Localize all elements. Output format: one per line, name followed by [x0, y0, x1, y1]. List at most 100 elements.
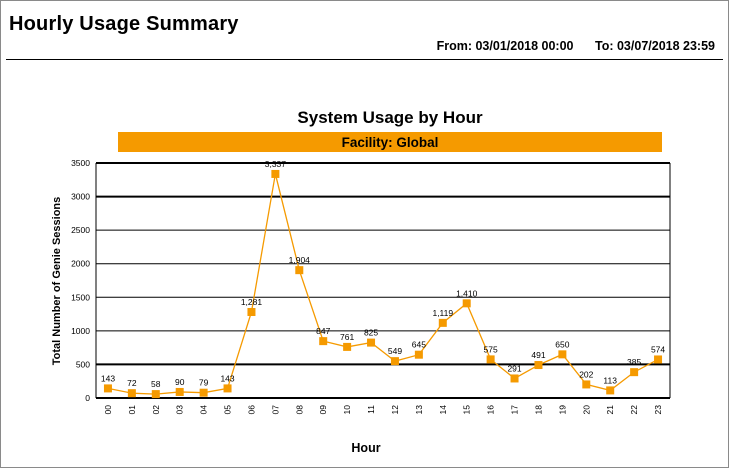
chart-title: System Usage by Hour [297, 108, 483, 127]
x-tick-label: 21 [605, 405, 615, 415]
grid-lines [95, 162, 671, 399]
x-tick-label: 13 [414, 405, 424, 415]
data-point [630, 368, 639, 377]
data-point [462, 299, 471, 308]
data-label: 1,119 [432, 308, 453, 318]
x-tick-label: 18 [533, 405, 543, 415]
x-tick-label: 11 [366, 405, 376, 414]
data-point [127, 389, 136, 398]
data-label: 90 [175, 377, 185, 387]
data-label: 575 [484, 344, 498, 354]
data-point [175, 387, 184, 396]
y-tick-label: 1000 [71, 326, 90, 336]
data-label: 79 [199, 378, 209, 388]
x-tick-label: 06 [246, 405, 256, 415]
date-range: From: 03/01/2018 00:00 To: 03/07/2018 23… [437, 39, 715, 53]
y-tick-label: 3500 [71, 158, 90, 168]
data-point [654, 355, 663, 364]
y-tick-label: 0 [85, 393, 90, 403]
x-tick-label: 20 [581, 405, 591, 415]
x-tick-label: 17 [510, 405, 520, 415]
data-label: 1,281 [241, 297, 263, 307]
data-label: 58 [151, 379, 161, 389]
data-point [271, 169, 280, 178]
data-label: 825 [364, 328, 378, 338]
x-tick-label: 01 [127, 405, 137, 415]
usage-line [107, 173, 659, 395]
data-point [295, 266, 304, 275]
x-tick-label: 05 [223, 405, 233, 415]
x-tick-label: 03 [175, 405, 185, 415]
y-tick-label: 2000 [71, 259, 90, 269]
data-label: 1,410 [456, 288, 478, 298]
series-markers [103, 169, 663, 399]
data-label: 385 [627, 357, 641, 367]
report-title: Hourly Usage Summary [9, 13, 239, 35]
data-point [319, 337, 328, 346]
data-label: 574 [651, 344, 665, 354]
x-tick-label: 15 [462, 405, 472, 415]
y-tick-label: 1500 [71, 292, 90, 302]
data-label: 72 [127, 378, 137, 388]
data-label: 113 [603, 375, 617, 385]
data-label: 143 [101, 373, 115, 383]
data-point [438, 318, 447, 327]
y-tick-label: 3000 [71, 192, 90, 202]
y-tick-labels: 0 500 1000 1500 2000 2500 3000 3500 [71, 158, 90, 403]
data-label: 847 [316, 326, 330, 336]
from-label: From: [436, 39, 472, 53]
x-axis-label: Hour [351, 441, 380, 455]
data-point [534, 361, 543, 370]
data-label: 549 [388, 346, 402, 356]
x-tick-label: 09 [318, 405, 328, 415]
data-point [606, 386, 615, 395]
x-tick-label: 10 [342, 405, 352, 415]
data-label: 491 [531, 350, 545, 360]
x-tick-label: 00 [103, 405, 113, 415]
y-tick-label: 500 [76, 359, 90, 369]
data-point [510, 374, 519, 383]
data-label: 291 [507, 363, 521, 373]
data-label: 1,904 [289, 255, 311, 265]
data-label: 143 [220, 373, 234, 383]
data-point [151, 390, 160, 399]
y-axis-label: Total Number of Genie Sessions [51, 197, 63, 366]
data-point [486, 355, 495, 364]
data-labels: 143 72 58 90 79 143 1,281 3,337 1,904 847 761 825 54… [101, 159, 666, 389]
x-tick-label: 19 [557, 405, 567, 415]
x-tick-label: 07 [270, 405, 280, 415]
x-tick-label: 22 [629, 405, 639, 415]
data-point [223, 384, 232, 393]
x-tick-label: 23 [653, 405, 663, 415]
x-tick-label: 08 [294, 405, 304, 415]
data-point [199, 388, 208, 397]
facility-banner [118, 132, 662, 152]
data-label: 645 [412, 340, 426, 350]
data-label: 650 [555, 339, 569, 349]
x-tick-label: 12 [390, 405, 400, 415]
x-tick-label: 02 [151, 405, 161, 415]
data-point [247, 307, 256, 316]
data-label: 3,337 [265, 159, 287, 169]
series-line [107, 173, 659, 395]
data-point [367, 338, 376, 347]
data-label: 761 [340, 332, 354, 342]
data-point [343, 342, 352, 351]
y-tick-label: 2500 [71, 225, 90, 235]
data-point [390, 357, 399, 366]
data-point [414, 350, 423, 359]
data-point [558, 350, 567, 359]
x-tick-label: 04 [199, 405, 209, 415]
to-label: To: [594, 39, 614, 53]
data-label: 202 [579, 369, 593, 379]
facility-label: Facility: Global [342, 135, 439, 150]
to-value: 03/07/2018 23:59 [616, 39, 715, 53]
data-point [582, 380, 591, 389]
x-tick-labels: 00 01 02 03 04 05 06 07 08 09 10 11 12 13 14 15 16 17 18 19… [103, 405, 663, 415]
data-point [103, 384, 112, 393]
x-tick-label: 16 [486, 405, 496, 415]
from-value: 03/01/2018 00:00 [475, 39, 574, 53]
x-tick-label: 14 [438, 405, 448, 415]
header-divider [6, 59, 723, 60]
